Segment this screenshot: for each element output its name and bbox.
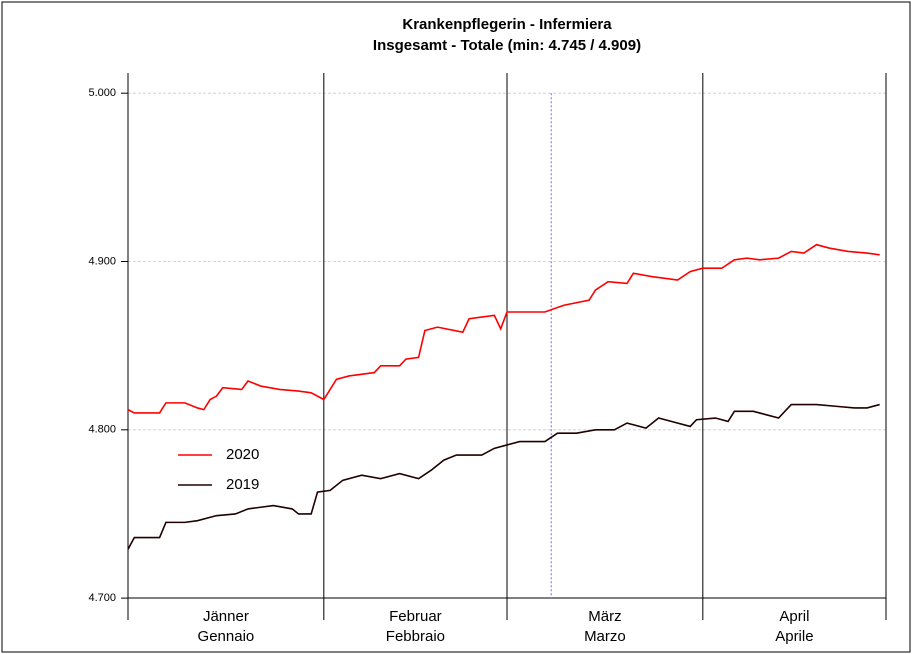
y-tick-label: 4.900	[88, 255, 116, 267]
y-tick-label: 4.700	[88, 592, 116, 604]
series-line	[127, 243, 880, 414]
x-tick-label: März	[588, 608, 621, 625]
y-tick-label: 5.000	[88, 87, 116, 99]
legend-label: 2020	[226, 446, 259, 463]
x-tick-label: Jänner	[203, 608, 249, 625]
x-tick-label: Februar	[389, 608, 442, 625]
series-line	[127, 403, 880, 550]
x-tick-label-it: Aprile	[775, 628, 813, 645]
x-tick-label-it: Febbraio	[386, 628, 445, 645]
x-tick-label-it: Gennaio	[198, 628, 255, 645]
x-tick-label-it: Marzo	[584, 628, 626, 645]
legend-label: 2019	[226, 476, 259, 493]
x-tick-label: April	[779, 608, 809, 625]
y-tick-label: 4.800	[88, 424, 116, 436]
chart-title: Krankenpflegerin - Infermiera	[402, 16, 612, 33]
chart-subtitle: Insgesamt - Totale (min: 4.745 / 4.909)	[373, 37, 641, 54]
